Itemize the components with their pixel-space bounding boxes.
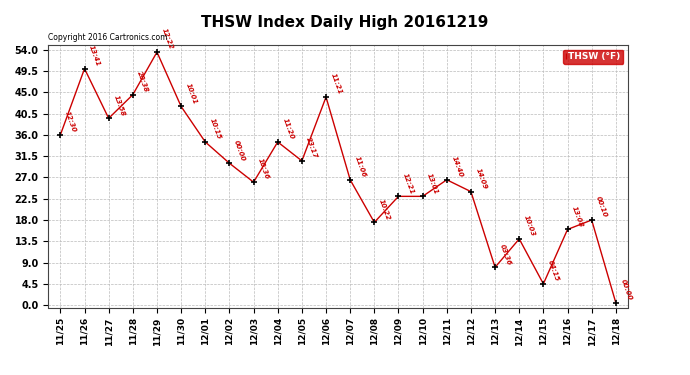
- Text: 12:30: 12:30: [64, 111, 77, 134]
- Text: THSW Index Daily High 20161219: THSW Index Daily High 20161219: [201, 15, 489, 30]
- Text: 10:22: 10:22: [378, 198, 391, 221]
- Text: 13:58: 13:58: [112, 94, 126, 117]
- Text: 10:01: 10:01: [185, 82, 198, 105]
- Legend: THSW (°F): THSW (°F): [563, 50, 623, 64]
- Text: 13:08: 13:08: [571, 205, 584, 228]
- Text: 11:20: 11:20: [282, 118, 295, 141]
- Text: 23:17: 23:17: [306, 136, 319, 159]
- Text: 00:00: 00:00: [233, 139, 246, 162]
- Text: 10:15: 10:15: [209, 118, 222, 141]
- Text: 14:09: 14:09: [475, 167, 488, 190]
- Text: Copyright 2016 Cartronics.com: Copyright 2016 Cartronics.com: [48, 33, 168, 42]
- Text: 12:21: 12:21: [402, 172, 415, 195]
- Text: 11:21: 11:21: [330, 73, 343, 96]
- Text: 20:38: 20:38: [137, 70, 150, 93]
- Text: 10:03: 10:03: [523, 214, 536, 237]
- Text: 00:00: 00:00: [620, 278, 633, 302]
- Text: 03:36: 03:36: [499, 243, 512, 266]
- Text: 14:40: 14:40: [451, 155, 464, 178]
- Text: 12:22: 12:22: [161, 28, 174, 51]
- Text: 13:01: 13:01: [426, 172, 440, 195]
- Text: 10:36: 10:36: [257, 158, 270, 181]
- Text: 04:15: 04:15: [547, 260, 560, 282]
- Text: 13:41: 13:41: [88, 44, 101, 67]
- Text: 11:06: 11:06: [354, 155, 367, 178]
- Text: 00:10: 00:10: [595, 196, 609, 219]
